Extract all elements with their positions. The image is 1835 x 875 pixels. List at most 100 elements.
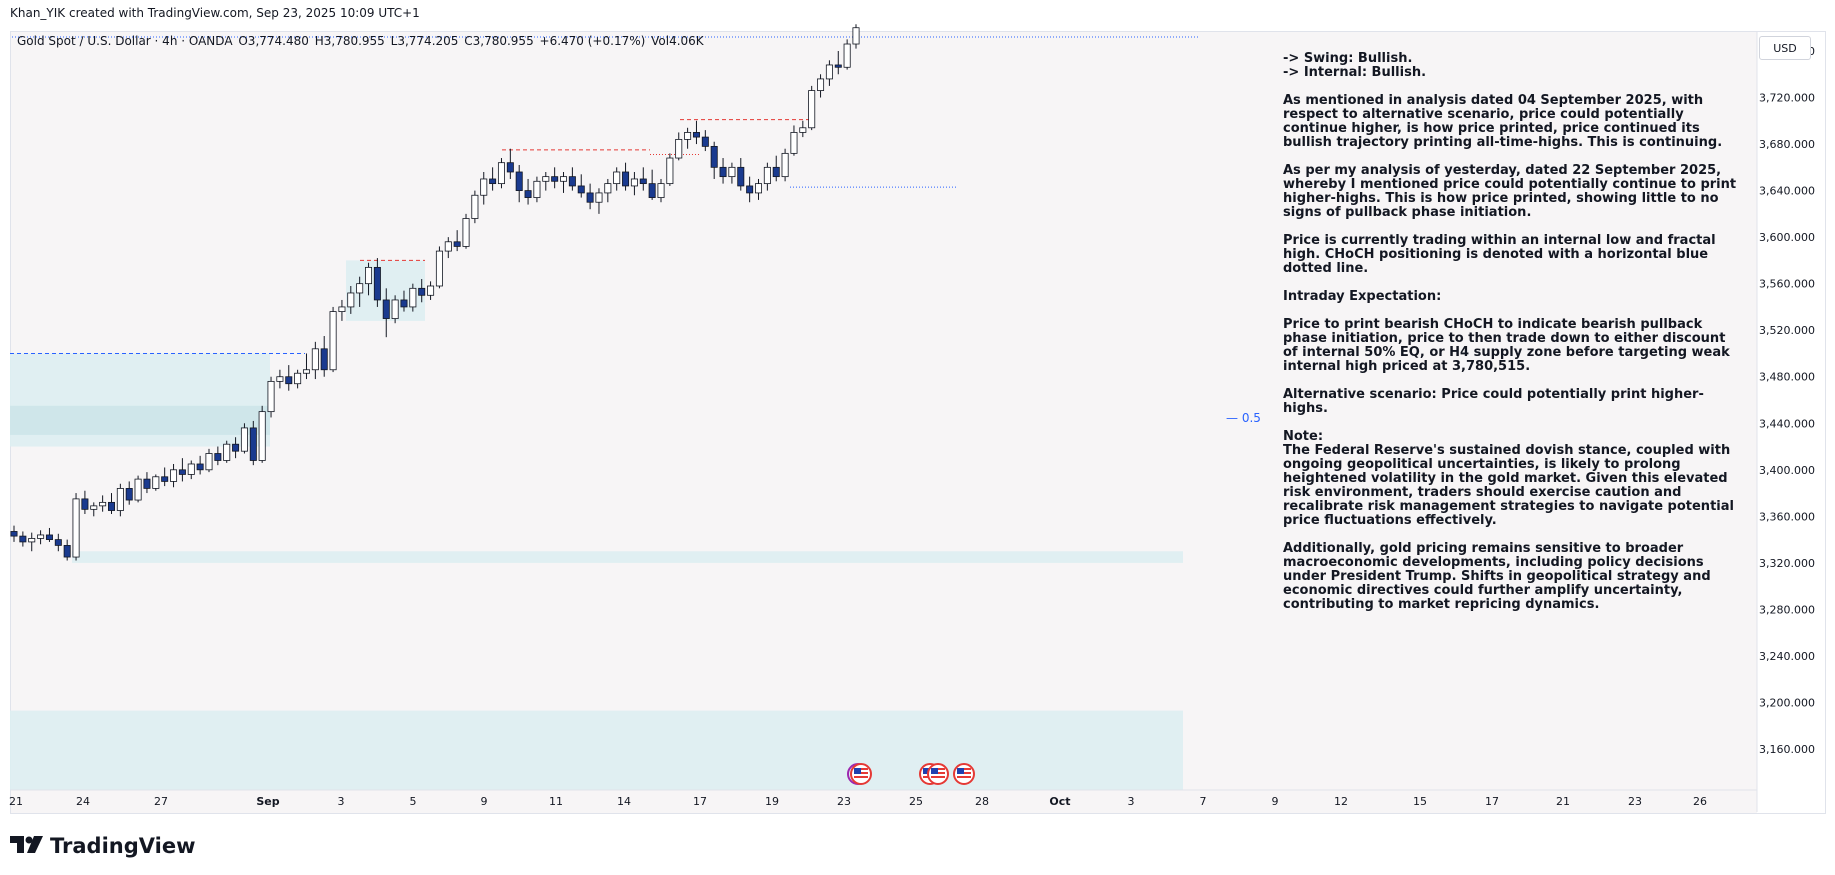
candle-body bbox=[444, 241, 452, 252]
note-line: -> Swing: Bullish. bbox=[1283, 51, 1413, 66]
x-tick-label: 23 bbox=[837, 795, 851, 808]
candle-body bbox=[834, 64, 842, 68]
low-value: L3,774.205 bbox=[390, 34, 459, 48]
candle-body bbox=[382, 299, 390, 319]
candle-body bbox=[560, 176, 568, 182]
x-tick-label: 5 bbox=[410, 795, 417, 808]
analysis-note: -> Swing: Bullish. -> Internal: Bullish.… bbox=[1283, 52, 1743, 626]
candle-body bbox=[462, 218, 470, 247]
candle-body bbox=[161, 476, 169, 482]
candle-body bbox=[72, 498, 80, 558]
currency-button[interactable]: USD bbox=[1759, 36, 1811, 60]
candle-body bbox=[347, 292, 355, 308]
candle-body bbox=[329, 311, 337, 371]
note-line: Price to print bearish CHoCH to indicate… bbox=[1283, 317, 1730, 374]
x-tick-label: 17 bbox=[693, 795, 707, 808]
y-tick-label: 3,720.000 bbox=[1759, 92, 1815, 105]
y-tick-label: 3,400.000 bbox=[1759, 464, 1815, 477]
candle-body bbox=[338, 306, 346, 312]
candle-body bbox=[107, 501, 115, 511]
candle-body bbox=[657, 183, 665, 198]
y-tick-label: 3,560.000 bbox=[1759, 278, 1815, 291]
candle-body bbox=[755, 183, 763, 194]
symbol-title[interactable]: Gold Spot / U.S. Dollar · 4h · OANDA bbox=[17, 34, 233, 48]
note-line: Intraday Expectation: bbox=[1283, 289, 1442, 304]
x-tick-label: Oct bbox=[1049, 795, 1070, 808]
x-tick-label: 17 bbox=[1485, 795, 1499, 808]
candle-body bbox=[577, 185, 585, 194]
candle-body bbox=[524, 190, 532, 198]
candle-body bbox=[506, 162, 514, 173]
candle-body bbox=[595, 192, 603, 203]
y-tick-label: 3,480.000 bbox=[1759, 371, 1815, 384]
candle-body bbox=[267, 380, 275, 413]
candle-body bbox=[435, 250, 443, 287]
note-line: -> Internal: Bullish. bbox=[1283, 65, 1427, 80]
high-value: H3,780.955 bbox=[314, 34, 385, 48]
candle-body bbox=[99, 501, 107, 507]
x-tick-label: 27 bbox=[154, 795, 168, 808]
x-tick-label: 9 bbox=[481, 795, 488, 808]
candle-body bbox=[728, 166, 736, 178]
note-line: The Federal Reserve's sustained dovish s… bbox=[1283, 443, 1734, 528]
candle-body bbox=[311, 348, 319, 371]
x-tick-label: 23 bbox=[1628, 795, 1642, 808]
candle-body bbox=[276, 376, 284, 382]
x-tick-label: 9 bbox=[1272, 795, 1279, 808]
x-tick-label: 21 bbox=[1556, 795, 1570, 808]
us-flag-icon[interactable] bbox=[927, 763, 949, 785]
candle-body bbox=[692, 132, 700, 138]
candle-body bbox=[258, 411, 266, 461]
y-tick-label: 3,200.000 bbox=[1759, 696, 1815, 709]
x-tick-label: 7 bbox=[1200, 795, 1207, 808]
candle-body bbox=[302, 369, 310, 374]
ohlc-legend: Gold Spot / U.S. Dollar · 4h · OANDA O3,… bbox=[17, 34, 706, 48]
candle-body bbox=[489, 178, 497, 185]
tradingview-logo-icon bbox=[10, 834, 44, 858]
x-tick-label: 14 bbox=[617, 795, 631, 808]
candle-body bbox=[240, 427, 248, 452]
y-tick-label: 3,360.000 bbox=[1759, 510, 1815, 523]
us-flag-icon[interactable] bbox=[953, 763, 975, 785]
tradingview-brand[interactable]: TradingView bbox=[10, 834, 195, 858]
candle-body bbox=[418, 287, 426, 296]
y-tick-label: 3,440.000 bbox=[1759, 417, 1815, 430]
candle-body bbox=[45, 534, 53, 540]
candle-body bbox=[10, 531, 18, 537]
x-axis: 21 24 27 Sep 3 5 9 11 14 17 19 23 25 28 Oct 3 7 9 12 15 17 21… bbox=[9, 789, 1757, 808]
candle-body bbox=[515, 171, 523, 191]
x-tick-label: 3 bbox=[338, 795, 345, 808]
note-line: Alternative scenario: Price could potent… bbox=[1283, 387, 1704, 416]
candle-body bbox=[391, 299, 399, 319]
candle-body bbox=[710, 145, 718, 168]
candle-body bbox=[622, 171, 630, 187]
candle-body bbox=[453, 241, 461, 247]
candle-body bbox=[746, 185, 754, 194]
candle-body bbox=[205, 453, 213, 471]
candle-body bbox=[320, 348, 328, 371]
candle-body bbox=[400, 299, 408, 308]
candle-body bbox=[152, 476, 160, 489]
candle-body bbox=[63, 545, 71, 558]
note-line: As mentioned in analysis dated 04 Septem… bbox=[1283, 93, 1723, 150]
candle-body bbox=[116, 488, 124, 511]
candle-body bbox=[639, 178, 647, 185]
candle-body bbox=[852, 27, 860, 45]
candle-body bbox=[684, 132, 692, 140]
candle-body bbox=[772, 166, 780, 178]
y-tick-label: 3,600.000 bbox=[1759, 231, 1815, 244]
open-value: O3,774.480 bbox=[238, 34, 309, 48]
candle-body bbox=[630, 178, 638, 187]
candle-body bbox=[365, 266, 373, 285]
plot-background bbox=[11, 32, 1757, 813]
candle-body bbox=[54, 539, 62, 546]
candle-body bbox=[497, 162, 505, 185]
candle-body bbox=[480, 178, 488, 196]
candle-body bbox=[373, 266, 381, 301]
candle-body bbox=[675, 139, 683, 159]
candle-body bbox=[790, 132, 798, 154]
candle-body bbox=[81, 498, 89, 510]
chart-credit: Khan_YIK created with TradingView.com, S… bbox=[10, 6, 420, 20]
us-flag-icon[interactable] bbox=[850, 763, 872, 785]
